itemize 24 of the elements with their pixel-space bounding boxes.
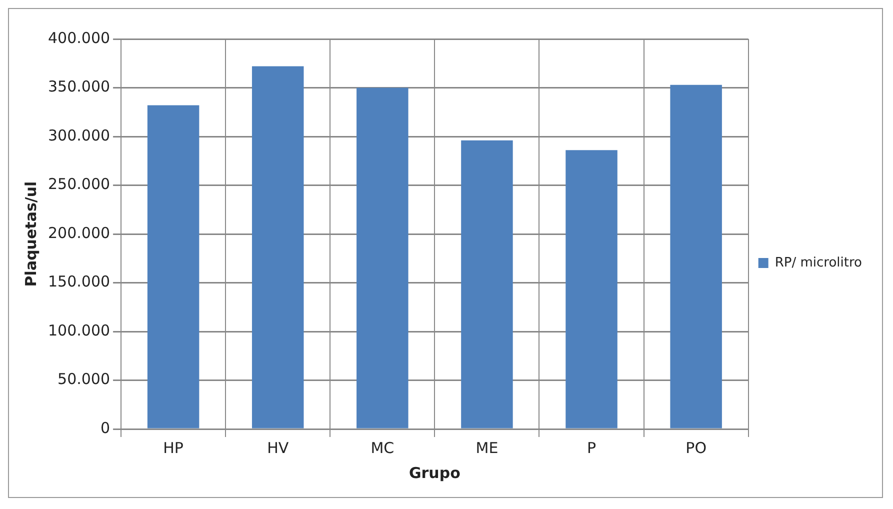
bar <box>461 140 513 428</box>
legend-label: RP/ microlitro <box>774 255 862 270</box>
x-tick-label: P <box>586 438 596 457</box>
y-tick-label: 350.000 <box>48 78 110 96</box>
y-tick-label: 250.000 <box>48 175 110 194</box>
bar <box>147 105 200 428</box>
x-tick-label: ME <box>476 438 498 457</box>
y-tick-label: 400.000 <box>48 28 110 47</box>
bar <box>356 88 408 428</box>
y-tick-label: 50.000 <box>58 370 110 388</box>
x-tick-label: HP <box>163 438 184 457</box>
y-tick-label: 300.000 <box>48 126 110 144</box>
bar <box>566 150 618 428</box>
x-axis-title: Grupo <box>408 464 460 482</box>
bar <box>670 84 722 428</box>
x-tick-label: HV <box>267 438 290 457</box>
y-tick-label: 200.000 <box>48 224 110 242</box>
bar <box>252 66 304 428</box>
x-tick-label: PO <box>686 438 706 457</box>
y-tick-label: 100.000 <box>48 321 110 340</box>
x-tick-label: MC <box>370 438 394 457</box>
y-tick-label: 150.000 <box>48 272 110 291</box>
y-axis-title: Plaquetas/ul <box>22 181 40 287</box>
y-tick-label: 0 <box>100 418 110 437</box>
